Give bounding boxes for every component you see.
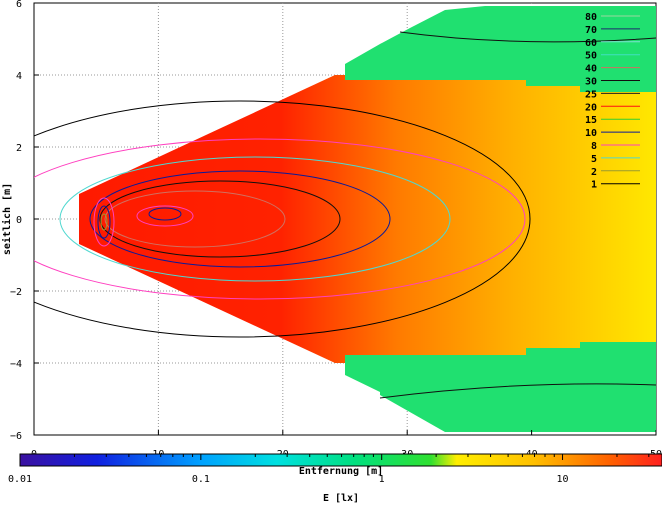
colorbar-tick-label: 1 [379,474,385,485]
contour-lines [34,31,656,399]
legend-label: 25 [585,89,597,100]
colorbar-tick-label: 10 [557,474,569,485]
upper-green-fringe [345,6,656,92]
contour-2 [34,138,526,300]
contour-lower-fringe [379,383,656,399]
contour-25 [148,207,182,221]
illuminance-field [79,75,656,363]
y-tick-label: 0 [16,215,22,226]
contour-40 [97,205,111,239]
contour-30 [93,197,115,247]
colorbar-label: E [lx] [323,493,359,504]
legend-label: 30 [585,77,597,88]
legend-label: 1 [591,180,597,191]
legend-label: 8 [591,141,597,152]
contour-50 [100,213,108,231]
contour-upper-fringe [399,31,656,43]
colorbar-gradient [19,453,662,467]
legend-label: 2 [591,167,597,178]
y-tick-label: 6 [16,0,22,10]
legend-label: 20 [585,102,597,113]
y-tick-label: −4 [10,359,22,370]
colorbar-tick-label: 0.01 [8,474,32,485]
x-axis-label: Entfernung [m] [299,466,383,477]
legend-label: 10 [585,128,597,139]
legend-label: 15 [585,115,597,126]
legend-label: 40 [585,64,597,75]
lower-green-fringe [345,342,656,432]
colorbar: 0.01 0.1 1 10 Entfernung [m] E [lx] [8,453,662,504]
contour-10 [99,180,341,258]
y-tick-label: 2 [16,143,22,154]
plot-area: 0 10 20 30 40 50 −6 −4 −2 0 2 4 6 seitlich [m] 80 70… [1,0,662,460]
legend-label: 5 [591,154,597,165]
contour-20 [136,205,194,227]
legend-label: 60 [585,38,597,49]
heatmap-field [34,6,656,432]
y-tick-label: −6 [10,431,22,442]
contour-1 [34,100,531,338]
legend-label: 80 [585,12,597,23]
contour-5 [59,156,451,282]
legend-label: 50 [585,51,597,62]
contour-15 [104,190,286,248]
contour-8 [89,170,391,268]
y-tick-label: −2 [10,287,22,298]
legend-label: 70 [585,25,597,36]
y-ticks: −6 −4 −2 0 2 4 6 [10,0,39,442]
colorbar-ticks: 0.01 0.1 1 10 [8,454,650,485]
y-tick-label: 4 [16,71,22,82]
colorbar-tick-label: 0.1 [192,474,210,485]
y-axis-label: seitlich [m] [1,183,13,255]
